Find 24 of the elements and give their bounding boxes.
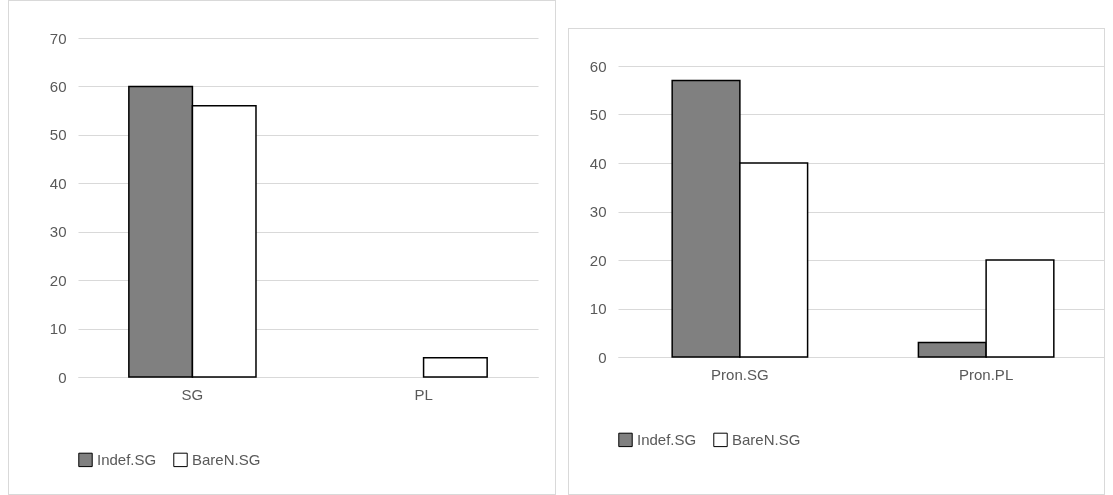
y-tick-label: 40 (589, 154, 607, 172)
y-tick-label: 30 (589, 203, 607, 220)
legend-label: BareN.SG (192, 450, 261, 468)
y-tick-label: 10 (589, 300, 607, 317)
x-tick-label: SG (181, 385, 204, 403)
y-tick-label: 60 (589, 57, 607, 75)
y-tick-label: 0 (598, 348, 607, 366)
y-tick-label: 10 (49, 320, 67, 338)
y-tick-label: 20 (589, 251, 607, 269)
legend-label: Indef.SG (97, 450, 157, 468)
x-tick-label: Pron.SG (711, 365, 769, 383)
y-tick-label: 0 (58, 368, 67, 386)
bar (422, 356, 488, 378)
legend-label: Indef.SG (637, 430, 697, 448)
y-tick-label: 30 (49, 223, 67, 241)
y-tick-label: 70 (49, 29, 67, 47)
x-tick-label: PL (414, 385, 433, 403)
legend-label: BareN.SG (732, 430, 801, 448)
y-tick-label: 20 (49, 271, 67, 289)
x-tick-label: Pron.PL (959, 365, 1014, 383)
y-tick-label: 60 (49, 77, 67, 95)
y-tick-label: 50 (49, 126, 67, 144)
y-tick-label: 50 (589, 106, 607, 123)
y-tick-label: 40 (49, 174, 67, 192)
